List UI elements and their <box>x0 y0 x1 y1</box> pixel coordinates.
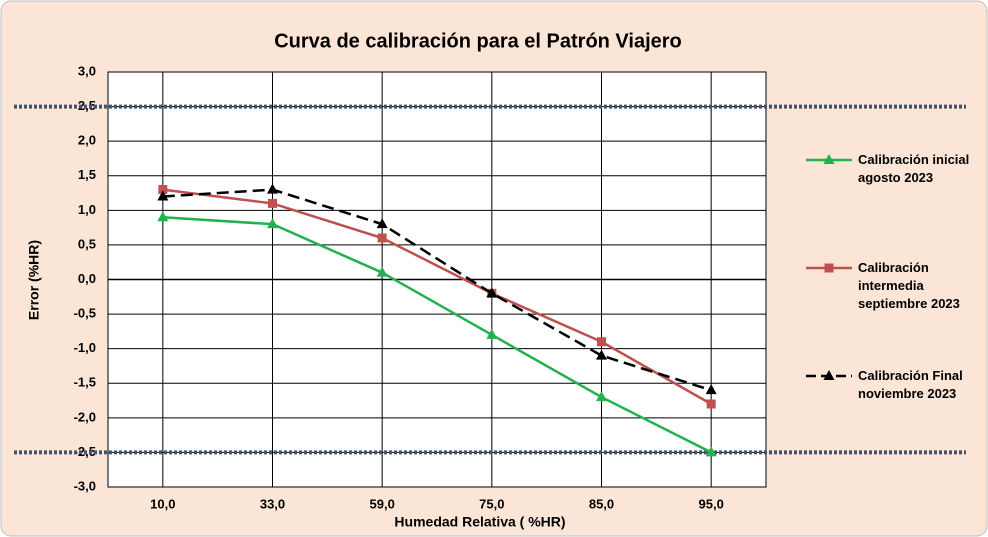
marker <box>596 391 607 402</box>
y-tick-label: 0,5 <box>78 236 96 251</box>
series-line <box>162 188 712 406</box>
marker <box>377 233 387 243</box>
chart-title: Curva de calibración para el Patrón Viaj… <box>274 30 682 52</box>
x-tick-label: 10,0 <box>150 496 175 511</box>
x-axis-title: Humedad Relativa ( %HR) <box>394 514 565 530</box>
legend-label: Calibración intermedia septiembre 2023 <box>858 260 960 311</box>
y-axis-title: Error (%HR) <box>26 240 42 320</box>
marker <box>596 349 607 360</box>
marker <box>824 263 834 273</box>
x-tick-label: 33,0 <box>260 496 285 511</box>
marker <box>705 384 717 395</box>
y-tick-label: -0,5 <box>74 306 96 321</box>
marker <box>376 218 388 229</box>
marker <box>597 337 606 347</box>
legend-label: Calibración Final noviembre 2023 <box>858 368 963 401</box>
marker <box>158 185 168 195</box>
y-tick-label: -2,0 <box>74 409 96 424</box>
y-tick-label: 2,0 <box>78 133 96 148</box>
y-tick-label: 1,5 <box>78 167 96 182</box>
y-tick-label: -3,0 <box>74 478 96 493</box>
marker <box>823 154 835 164</box>
marker <box>486 287 498 298</box>
y-tick-label: 0,0 <box>78 271 96 286</box>
marker <box>376 266 388 277</box>
y-tick-label: -1,5 <box>74 375 96 390</box>
x-tick-label: 75,0 <box>479 496 504 511</box>
marker <box>267 218 278 229</box>
marker <box>706 399 716 409</box>
y-tick-label: -1,0 <box>74 340 96 355</box>
marker <box>268 198 277 208</box>
series-line <box>162 188 712 392</box>
x-tick-label: 85,0 <box>589 496 614 511</box>
x-tick-label: 59,0 <box>370 496 395 511</box>
y-tick-label: 1,0 <box>78 202 96 217</box>
x-tick-label: 95,0 <box>699 496 724 511</box>
marker <box>705 446 717 457</box>
series-line <box>162 216 712 454</box>
marker <box>157 211 169 222</box>
marker <box>823 370 835 380</box>
marker <box>267 183 278 194</box>
marker <box>157 190 169 201</box>
y-tick-label: 3,0 <box>78 63 96 78</box>
legend-label: Calibración inicial agosto 2023 <box>858 152 970 185</box>
marker <box>486 328 498 339</box>
